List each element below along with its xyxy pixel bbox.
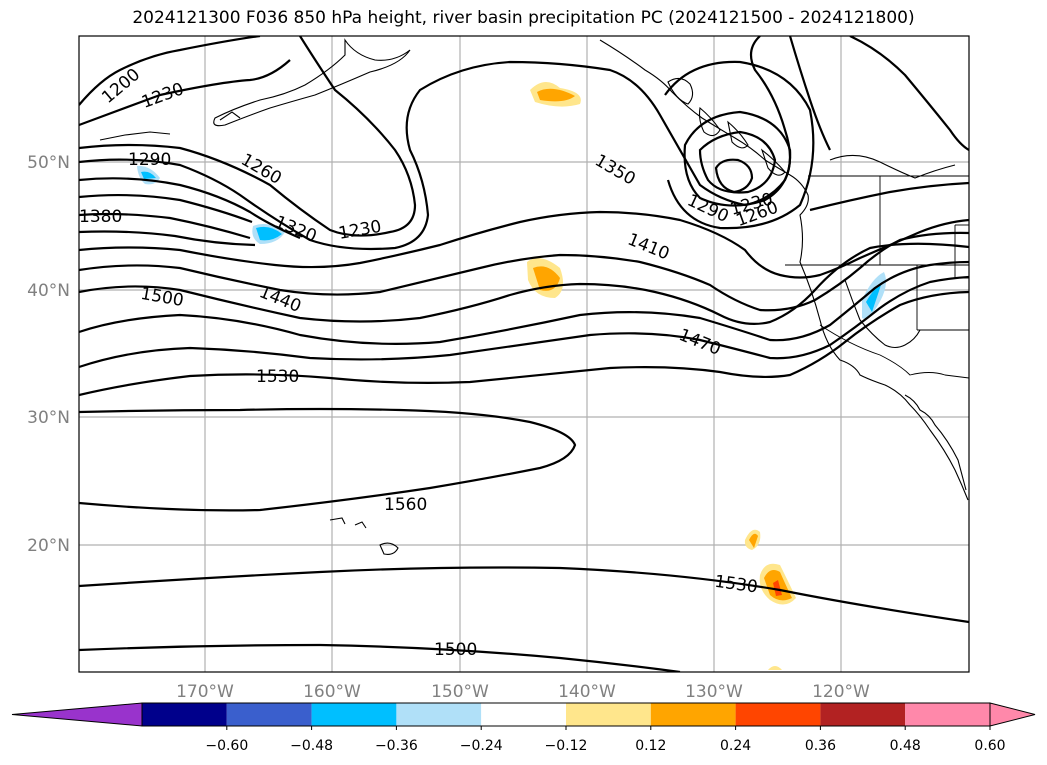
contour-label: 1230 xyxy=(139,79,186,113)
gridlines xyxy=(79,36,969,672)
contour-label-group: 1200 1230 1290 1260 1380 1320 1230 1350 … xyxy=(79,65,781,660)
map-frame xyxy=(78,35,970,673)
map-title: 2024121300 F036 850 hPa height, river ba… xyxy=(132,8,915,28)
lat-label: 30°N xyxy=(27,408,70,428)
colorbar-extend-high xyxy=(989,702,1036,727)
colorbar-tick-label: −0.12 xyxy=(545,738,588,754)
contour-label: 1470 xyxy=(676,325,724,360)
lon-label: 170°W xyxy=(176,682,234,702)
contour-label: 1380 xyxy=(79,207,122,227)
colorbar-tick-label: 0.60 xyxy=(974,738,1005,754)
colorbar-segment xyxy=(820,703,906,726)
contour-label: 1290 xyxy=(128,150,171,170)
lon-label: 150°W xyxy=(431,682,489,702)
colorbar-segment xyxy=(396,703,482,726)
lon-label: 130°W xyxy=(685,682,743,702)
contour-label: 1530 xyxy=(713,572,759,598)
contour-label: 1230 xyxy=(337,217,383,244)
colorbar-tick-label: −0.48 xyxy=(290,738,333,754)
colorbar-segment xyxy=(226,703,312,726)
colorbar-tick-label: −0.24 xyxy=(460,738,503,754)
coastlines xyxy=(99,38,969,555)
lat-label: 40°N xyxy=(27,281,70,301)
colorbar-extend-low xyxy=(11,702,143,727)
colorbar-tick-label: 0.48 xyxy=(890,738,921,754)
contour-label: 1500 xyxy=(434,640,477,660)
contour-label: 1350 xyxy=(591,151,638,190)
colorbar-tick-label: 0.24 xyxy=(720,738,751,754)
contour-label: 1410 xyxy=(625,230,673,265)
colorbar-tick-label: 0.36 xyxy=(805,738,836,754)
colorbar-segment xyxy=(905,703,990,726)
contour-label: 1440 xyxy=(256,282,304,317)
lon-label: 140°W xyxy=(558,682,616,702)
colorbar-segment xyxy=(481,703,566,726)
contour-label: 1260 xyxy=(237,150,284,189)
lon-label: 160°W xyxy=(303,682,361,702)
contour-label: 1290 xyxy=(684,191,732,227)
lat-label: 20°N xyxy=(27,536,70,556)
lat-axis: 50°N 40°N 30°N 20°N xyxy=(27,153,70,556)
colorbar-segment xyxy=(142,703,227,726)
lon-label: 120°W xyxy=(812,682,870,702)
colorbar: −0.60 −0.48 −0.36 −0.24 −0.12 0.12 0.24 0.36 0.4… xyxy=(11,702,1036,754)
lat-label: 50°N xyxy=(27,153,70,173)
colorbar-tick-label: −0.36 xyxy=(375,738,418,754)
contour-label: 1560 xyxy=(384,495,427,515)
contour-label: 1500 xyxy=(139,284,185,311)
colorbar-tick-label: 0.12 xyxy=(635,738,666,754)
height-contours xyxy=(79,36,969,672)
contour-label: 1200 xyxy=(98,65,144,108)
colorbar-segment xyxy=(311,703,397,726)
colorbar-segment xyxy=(566,703,651,726)
colorbar-segment xyxy=(650,703,736,726)
colorbar-segment xyxy=(735,703,821,726)
contour-label: 1530 xyxy=(256,367,299,387)
lon-axis: 170°W 160°W 150°W 140°W 130°W 120°W xyxy=(176,682,870,702)
colorbar-tick-label: −0.60 xyxy=(205,738,248,754)
